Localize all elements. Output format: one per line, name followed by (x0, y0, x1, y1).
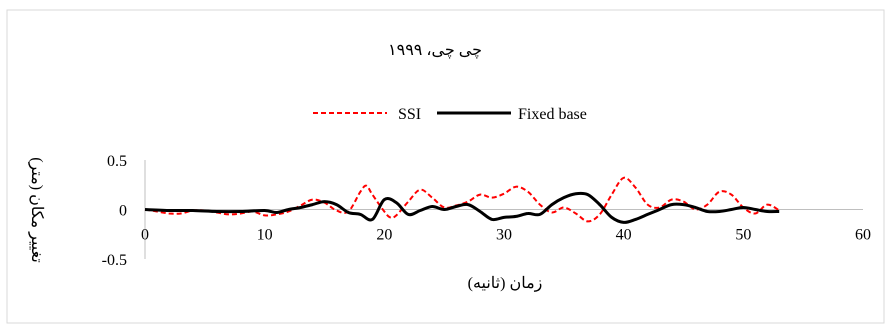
x-tick-label: 20 (376, 227, 392, 244)
legend-label-ssi: SSI (398, 106, 421, 123)
x-tick-label: 60 (855, 227, 871, 244)
plot-area (144, 176, 780, 224)
chart-title: چی چی، ۱۹۹۹ (388, 42, 482, 59)
chart-border (6, 9, 885, 324)
y-axis-title: تغییر مکان (متر) (28, 157, 45, 263)
x-tick-label: 0 (141, 227, 149, 244)
y-tick-label: 0.5 (107, 153, 127, 170)
y-tick-label: 0 (119, 203, 127, 220)
x-tick-label: 30 (496, 227, 512, 244)
x-axis-title: زمان (ثانیه) (468, 275, 543, 292)
legend-label-fixed-base: Fixed base (518, 106, 587, 123)
y-tick-label: -0.5 (102, 252, 127, 269)
x-tick-label: 10 (257, 227, 273, 244)
series-line-fixed-base (144, 191, 780, 224)
axes: 0 10 20 30 40 50 60 0.5 0 -0.5 (102, 153, 871, 269)
legend: SSI Fixed base (313, 106, 587, 123)
x-tick-label: 40 (616, 227, 632, 244)
x-tick-label: 50 (735, 227, 751, 244)
